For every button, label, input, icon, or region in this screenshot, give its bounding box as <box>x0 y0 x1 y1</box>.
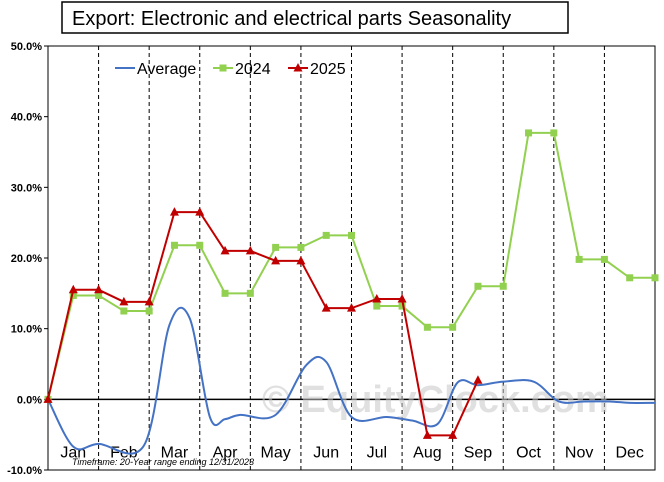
series-line-2025 <box>47 211 479 437</box>
legend-item-2025: 2025 <box>288 61 346 78</box>
y-tick-label: 50.0% <box>11 41 42 53</box>
y-tick-label: 30.0% <box>11 182 42 194</box>
x-tick-label: Aug <box>413 444 441 461</box>
data-point-2024 <box>600 255 608 263</box>
data-point-2025 <box>68 284 78 294</box>
data-point-2024 <box>550 129 558 137</box>
data-point-2025 <box>422 430 432 439</box>
y-tick-label: -10.0% <box>7 465 42 477</box>
legend-label-average: Average <box>137 61 196 78</box>
x-tick-label: May <box>261 444 291 461</box>
y-tick-label: 0.0% <box>17 394 42 406</box>
x-tick-label: Jul <box>367 444 387 461</box>
x-tick-label: Sep <box>464 444 493 461</box>
data-point-2024 <box>499 282 507 290</box>
data-point-2024 <box>95 291 103 299</box>
data-point-2024 <box>246 289 254 297</box>
data-point-2024 <box>423 323 431 331</box>
data-point-2024 <box>449 323 457 331</box>
x-tick-label: Oct <box>516 444 541 461</box>
legend-marker-2024 <box>219 64 227 72</box>
chart-title: Export: Electronic and electrical parts … <box>72 8 511 30</box>
data-point-2025 <box>144 296 154 306</box>
data-point-2024 <box>348 231 355 239</box>
data-point-2025 <box>473 375 483 384</box>
data-point-2025 <box>448 430 458 439</box>
data-point-2024 <box>626 274 634 282</box>
legend-item-average: Average <box>115 61 196 78</box>
series-average <box>47 306 656 455</box>
data-point-2025 <box>119 296 129 306</box>
x-tick-label: Mar <box>161 444 189 461</box>
legend-marker-2025 <box>293 63 303 72</box>
data-point-2025 <box>397 293 407 303</box>
data-point-2024 <box>322 231 330 239</box>
series-layer <box>43 129 659 455</box>
x-tick-label: Nov <box>565 444 593 461</box>
gridlines <box>48 46 655 470</box>
series-2024 <box>44 129 659 403</box>
timeframe-footnote: Timeframe: 20-Year range ending 12/31/20… <box>72 457 254 467</box>
data-point-2025 <box>372 293 382 303</box>
title-box <box>61 1 569 34</box>
y-axis: -10.0% 0.0% 10.0% 20.0% 30.0% 40.0% 50.0% <box>7 41 48 477</box>
data-point-2025 <box>271 255 281 265</box>
y-tick-label: 40.0% <box>11 112 42 124</box>
data-point-2024 <box>525 129 533 137</box>
data-point-2025 <box>296 255 306 265</box>
legend-item-2024: 2024 <box>213 61 271 78</box>
y-tick-label: 20.0% <box>11 253 42 265</box>
x-tick-label: Apr <box>213 444 239 461</box>
data-point-2024 <box>398 302 406 310</box>
data-point-2025 <box>245 245 255 255</box>
y-tick-label: 10.0% <box>11 324 42 336</box>
data-point-2025 <box>321 303 331 312</box>
x-tick-label: Jun <box>313 444 339 461</box>
watermark: © EquityClock.com <box>262 379 609 421</box>
data-point-2024 <box>221 289 229 297</box>
data-point-2025 <box>195 207 205 216</box>
data-point-2024 <box>145 307 153 315</box>
data-point-2025 <box>43 394 53 403</box>
x-axis: Jan Feb Mar Apr May Jun Jul Aug Sep Oct Nov Dec <box>60 444 644 461</box>
data-point-2025 <box>220 245 230 255</box>
data-point-2024 <box>373 302 381 310</box>
data-point-2024 <box>575 255 583 263</box>
data-point-2024 <box>170 241 178 249</box>
series-line-average <box>47 306 656 455</box>
data-point-2024 <box>272 243 280 251</box>
data-point-2025 <box>347 303 356 312</box>
series-2025 <box>43 207 483 439</box>
data-point-2024 <box>474 282 482 290</box>
data-point-2024 <box>69 291 77 299</box>
legend-label-2024: 2024 <box>235 61 271 78</box>
data-point-2025 <box>94 284 104 294</box>
data-point-2024 <box>297 243 305 251</box>
data-point-2024 <box>651 274 659 282</box>
data-point-2025 <box>169 207 179 216</box>
legend: Average 2024 2025 <box>115 61 346 78</box>
data-point-2024 <box>196 241 204 249</box>
data-point-2024 <box>120 307 128 315</box>
legend-label-2025: 2025 <box>310 61 346 78</box>
x-tick-label: Dec <box>615 444 643 461</box>
